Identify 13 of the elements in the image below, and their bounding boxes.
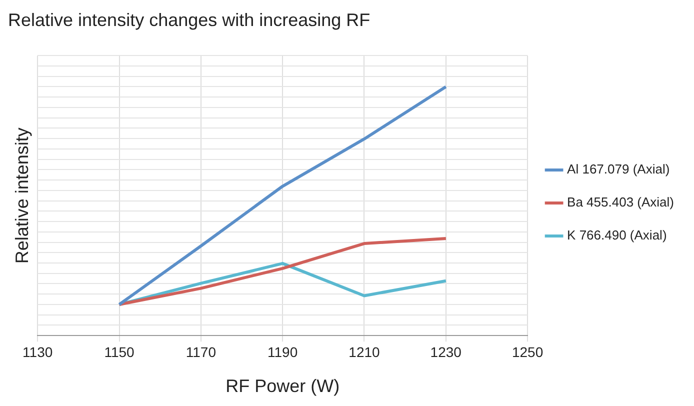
x-tick-label: 1150	[104, 344, 135, 360]
y-axis-title: Relative intensity	[12, 128, 32, 264]
legend-label: Al 167.079 (Axial)	[567, 162, 670, 177]
x-tick-label: 1250	[512, 344, 544, 360]
x-tick-label: 1230	[430, 344, 462, 360]
x-tick-label: 1170	[186, 344, 216, 360]
legend-label: K 766.490 (Axial)	[567, 228, 667, 243]
x-tick-label: 1130	[22, 344, 53, 360]
legend-label: Ba 455.403 (Axial)	[567, 194, 674, 210]
x-axis-title: RF Power (W)	[226, 376, 340, 396]
x-tick-label: 1190	[268, 344, 298, 360]
chart-title: Relative intensity changes with increasing RF	[8, 10, 370, 30]
x-tick-label: 1210	[348, 344, 380, 360]
